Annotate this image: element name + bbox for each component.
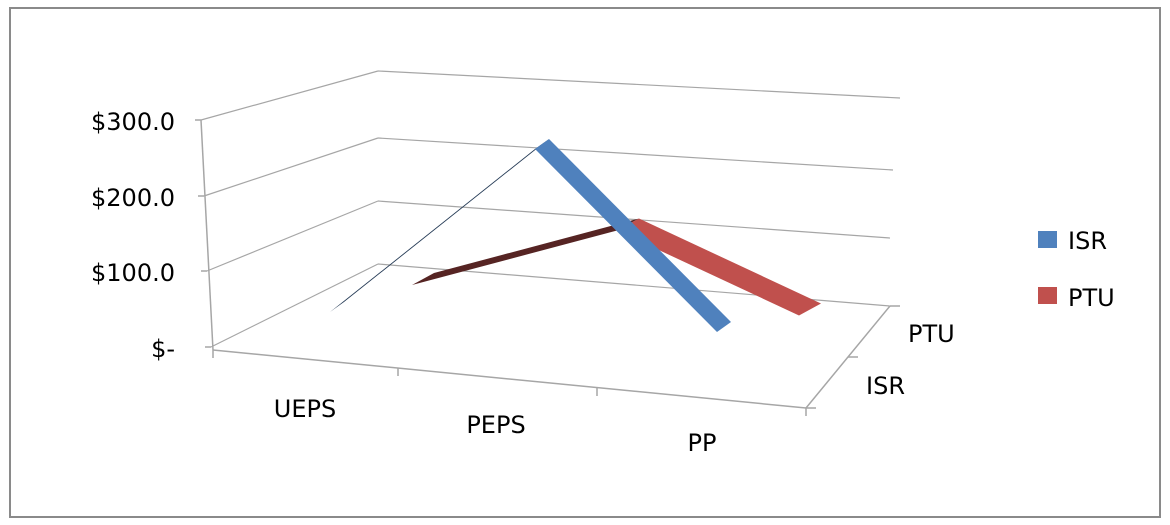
depth-tick-labels: ISR PTU	[866, 320, 955, 400]
grid-line	[200, 70, 379, 121]
y-tick-labels: $300.0 $200.0 $100.0 $-	[91, 108, 175, 363]
y-tick-label: $200.0	[91, 184, 175, 212]
x-tick-labels: UEPS PEPS PP	[274, 395, 717, 457]
x-tick-label: PP	[688, 429, 717, 457]
grid-line	[377, 70, 901, 99]
grid-line	[210, 263, 379, 348]
y-axis-line	[200, 119, 214, 351]
series-ribbons	[330, 139, 821, 332]
x-axis-line	[212, 349, 807, 409]
x-tick-label: UEPS	[274, 395, 336, 423]
ribbon-segment-isr	[535, 139, 731, 332]
grid-line	[203, 137, 379, 197]
grid-line	[377, 200, 891, 239]
legend-swatch-ptu	[1038, 287, 1057, 304]
legend: ISR PTU	[1038, 227, 1115, 312]
ribbon-segment-isr	[330, 139, 549, 312]
ribbon-segment-ptu	[412, 218, 639, 285]
ribbon-segment-ptu	[617, 218, 821, 316]
depth-tick-label: ISR	[866, 372, 905, 400]
y-tick-label: $100.0	[91, 259, 175, 287]
y-tick-label: $300.0	[91, 108, 175, 136]
legend-label-isr: ISR	[1068, 227, 1107, 255]
x-tick-label: PEPS	[466, 411, 525, 439]
chart-frame	[9, 7, 1161, 518]
y-tick-label: $-	[151, 335, 175, 363]
chart-walls	[195, 70, 901, 416]
legend-label-ptu: PTU	[1068, 284, 1115, 312]
grid-line	[206, 200, 379, 272]
legend-swatch-isr	[1038, 231, 1057, 248]
grid-line	[377, 137, 894, 171]
depth-tick-label: PTU	[908, 320, 955, 348]
